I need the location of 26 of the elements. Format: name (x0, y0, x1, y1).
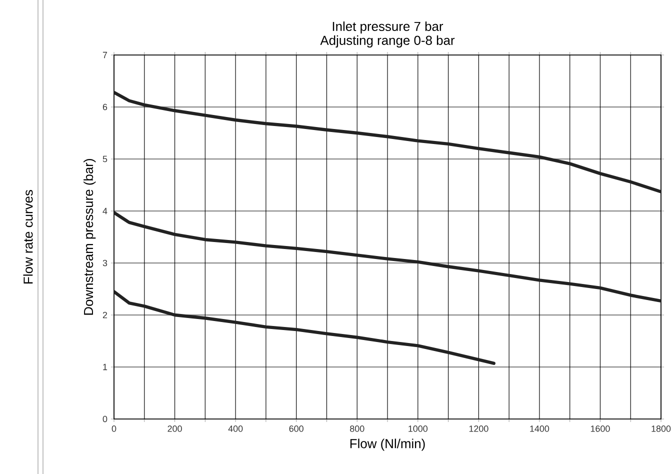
y-tick-label: 4 (102, 208, 108, 214)
x-tick-label: 600 (289, 426, 304, 432)
y-tick-label: 5 (102, 156, 108, 162)
x-tick-label: 1200 (469, 426, 488, 432)
x-tick-label: 1600 (590, 426, 610, 432)
chart-subtitle: Adjusting range 0-8 bar (320, 35, 455, 48)
x-tick-label: 1400 (530, 426, 550, 432)
y-tick-label: 6 (102, 104, 108, 110)
y-tick-label: 3 (102, 260, 108, 266)
chart-title: Inlet pressure 7 bar (332, 21, 444, 34)
y-tick-label: 7 (102, 52, 108, 58)
x-tick-label: 1800 (652, 426, 671, 432)
x-tick-label: 0 (112, 426, 116, 432)
x-axis-title: Flow (Nl/min) (350, 438, 425, 451)
x-tick-label: 800 (350, 426, 364, 432)
x-tick-label: 200 (168, 426, 182, 432)
y-tick-label: 1 (103, 364, 108, 370)
y-axis-title: Downstream pressure (bar) (84, 159, 96, 315)
line-series (114, 290, 496, 365)
x-tick-label: 1000 (408, 426, 428, 432)
x-tick-label: 400 (228, 426, 243, 432)
line-series (114, 90, 662, 194)
y-tick-label: 0 (102, 416, 108, 422)
y-tick-label: 2 (102, 312, 108, 318)
line-series (114, 210, 662, 303)
text: Flow rate curves (23, 190, 33, 284)
